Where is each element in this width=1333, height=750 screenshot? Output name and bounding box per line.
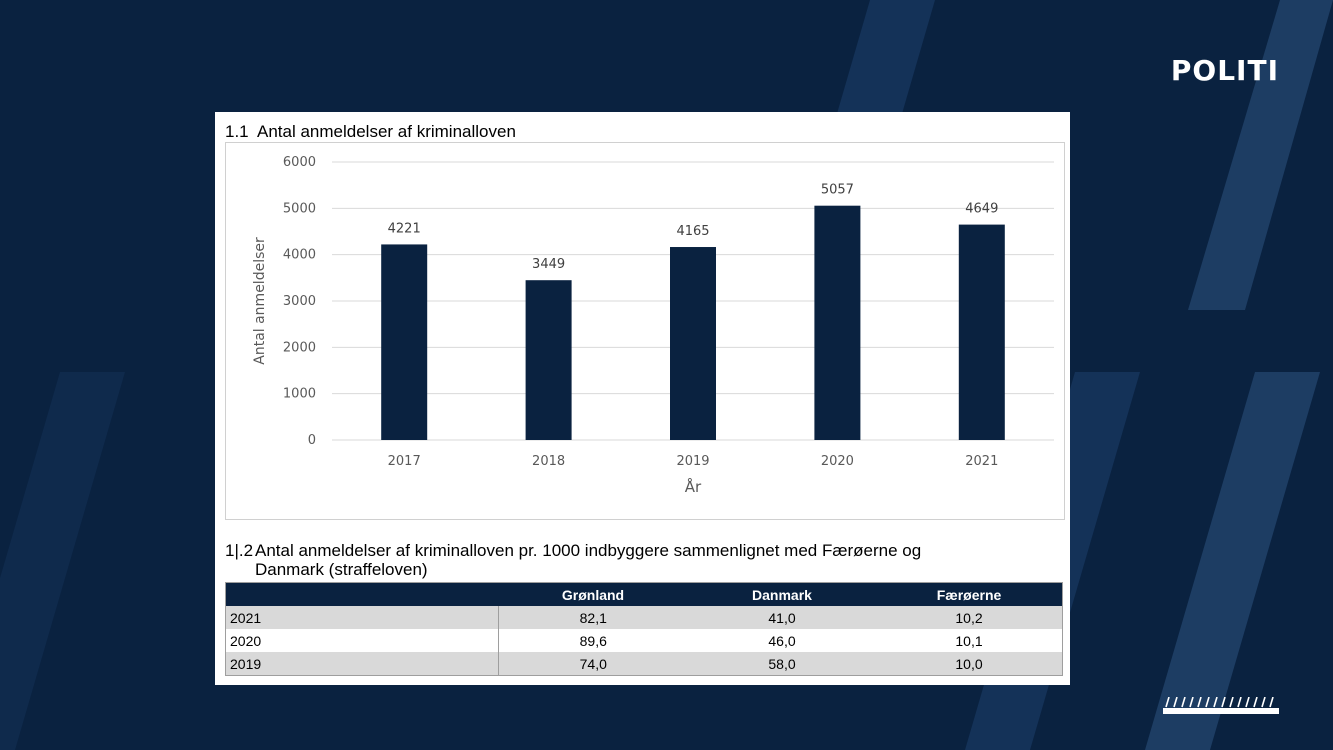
x-tick-label: 2018: [532, 454, 565, 469]
y-tick-label: 6000: [283, 155, 316, 170]
bar-chart-svg: 0 1000 2000 3000 4000 5000 6000 4221 2017 3449 201…: [252, 155, 1054, 496]
data-label: 4165: [676, 224, 709, 239]
section1-heading: 1.1 Antal anmeldelser af kriminalloven: [225, 122, 516, 141]
section1-title: Antal anmeldelser af kriminalloven: [257, 122, 516, 141]
table-cell: 41,0: [688, 606, 876, 629]
section2-heading: 1|.2 Antal anmeldelser af kriminalloven …: [225, 541, 1063, 579]
table-cell: 2021: [225, 606, 499, 629]
table-header-row: Grønland Danmark Færøerne: [225, 582, 1063, 606]
x-axis-title: År: [685, 477, 702, 496]
table-cell: 82,1: [498, 606, 688, 629]
table-header-cell: Færøerne: [876, 582, 1063, 606]
table-header-cell: Grønland: [498, 582, 688, 606]
x-tick-label: 2021: [965, 454, 998, 469]
data-label: 4221: [388, 221, 421, 236]
y-tick-label: 5000: [283, 201, 316, 216]
comparison-table: Grønland Danmark Færøerne 2021 82,1 41,0…: [225, 582, 1063, 676]
section2-title-line1: Antal anmeldelser af kriminalloven pr. 1…: [255, 541, 922, 560]
bar: [958, 224, 1005, 440]
table-row: 2019 74,0 58,0 10,0: [225, 652, 1063, 676]
table-cell: 10,1: [876, 629, 1063, 652]
slashes-decoration-icon: [1163, 697, 1279, 714]
section2-title-line2: Danmark (straffeloven): [255, 560, 428, 579]
table-cell: 46,0: [688, 629, 876, 652]
y-tick-label: 0: [308, 433, 316, 448]
section1-number: 1.1: [225, 122, 249, 141]
x-tick-label: 2020: [821, 454, 854, 469]
y-tick-label: 1000: [283, 387, 316, 402]
content-panel: 1.1 Antal anmeldelser af kriminalloven 0 1…: [215, 112, 1070, 685]
table-cell: 10,0: [876, 652, 1063, 676]
y-tick-label: 3000: [283, 294, 316, 309]
table-cell: 89,6: [498, 629, 688, 652]
x-tick-label: 2019: [676, 454, 709, 469]
bar: [381, 244, 428, 440]
bar: [670, 247, 716, 440]
bar: [525, 280, 572, 440]
table-header-cell: [225, 582, 498, 606]
table-cell: 58,0: [688, 652, 876, 676]
bar: [814, 205, 861, 440]
table-cell: 10,2: [876, 606, 1063, 629]
y-tick-label: 4000: [283, 248, 316, 263]
table-cell: 2019: [225, 652, 499, 676]
table-header-cell: Danmark: [688, 582, 876, 606]
y-axis-title: Antal anmeldelser: [252, 237, 268, 365]
bar-chart: 0 1000 2000 3000 4000 5000 6000 4221 2017 3449 201…: [225, 142, 1065, 520]
table-row: 2020 89,6 46,0 10,1: [225, 629, 1063, 652]
politi-logo: POLITI: [1170, 54, 1279, 87]
data-label: 5057: [821, 183, 854, 198]
section2-number: 1|.2: [225, 541, 254, 560]
x-tick-label: 2017: [388, 454, 421, 469]
table-row: 2021 82,1 41,0 10,2: [225, 606, 1063, 629]
table-cell: 74,0: [498, 652, 688, 676]
y-tick-label: 2000: [283, 340, 316, 355]
data-label: 3449: [532, 257, 565, 272]
data-label: 4649: [965, 202, 998, 217]
table-cell: 2020: [225, 629, 499, 652]
